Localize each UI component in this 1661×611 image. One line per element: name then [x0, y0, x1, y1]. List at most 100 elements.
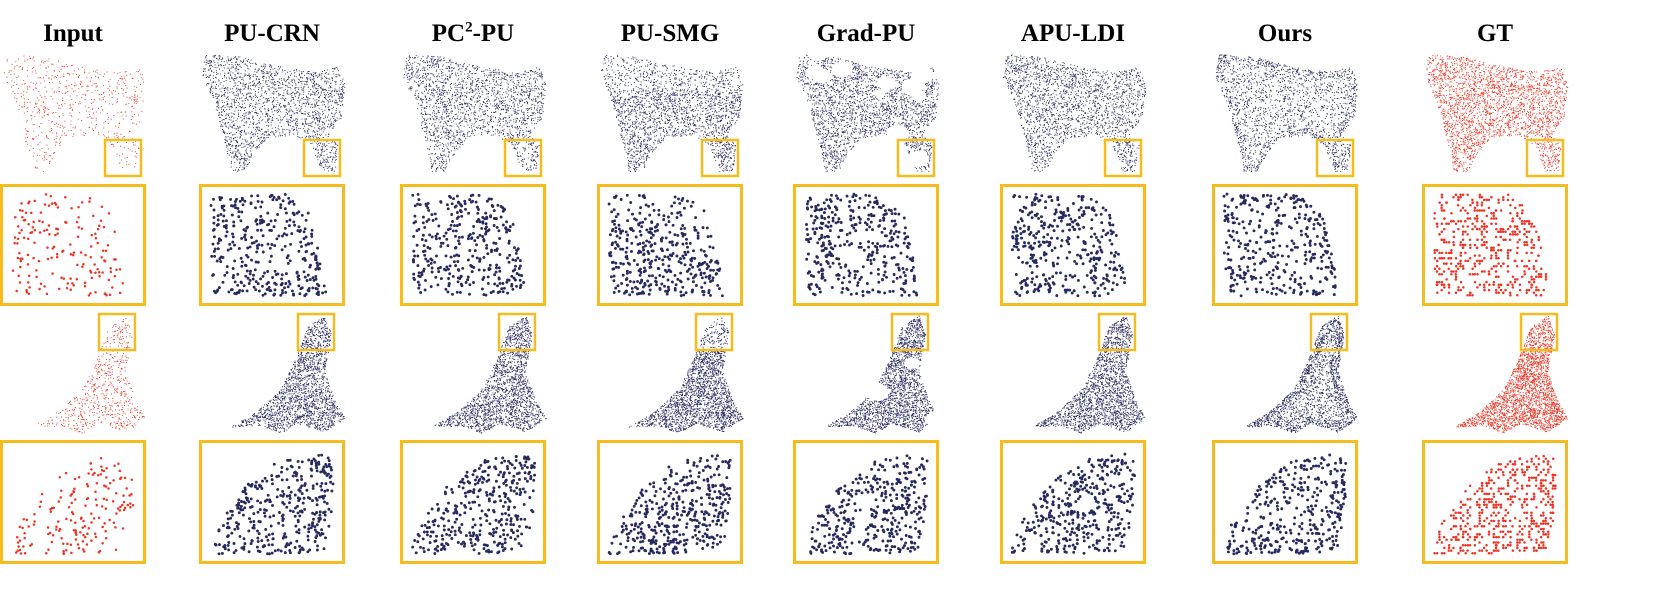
point: [279, 68, 281, 70]
point: [537, 79, 539, 81]
point: [331, 100, 333, 102]
point: [239, 127, 241, 129]
point: [513, 105, 515, 107]
point: [305, 99, 307, 101]
point: [333, 118, 335, 120]
point: [462, 88, 464, 90]
point: [295, 103, 297, 105]
point: [477, 100, 479, 103]
point: [263, 104, 265, 107]
point: [486, 80, 488, 82]
point: [447, 115, 450, 117]
point: [530, 77, 532, 79]
point: [254, 68, 256, 70]
point: [20, 93, 22, 95]
point: [323, 169, 326, 171]
point: [319, 94, 322, 96]
point: [412, 63, 414, 65]
point: [211, 82, 213, 84]
point: [119, 155, 121, 157]
point: [229, 106, 231, 108]
point: [214, 81, 216, 83]
point: [457, 115, 459, 117]
point: [311, 135, 313, 137]
point: [499, 94, 501, 96]
point: [34, 87, 36, 89]
point: [515, 131, 517, 133]
point: [71, 88, 73, 90]
point: [244, 63, 246, 65]
point: [406, 74, 408, 76]
point: [714, 111, 716, 113]
point: [471, 84, 473, 86]
point: [451, 135, 453, 137]
point: [251, 117, 254, 119]
point: [499, 123, 501, 125]
point: [90, 98, 93, 101]
point: [455, 130, 457, 132]
point: [314, 104, 316, 107]
point: [471, 76, 473, 79]
point: [460, 89, 462, 91]
point: [523, 119, 526, 121]
point: [270, 79, 272, 81]
point: [441, 89, 443, 91]
point: [339, 83, 341, 85]
point: [410, 74, 412, 76]
point: [312, 85, 314, 87]
point: [230, 160, 233, 162]
point: [317, 123, 319, 125]
point: [260, 137, 262, 139]
point: [239, 162, 241, 164]
point: [220, 106, 222, 109]
point: [328, 127, 330, 129]
point: [452, 116, 455, 118]
point: [274, 82, 276, 84]
point: [520, 74, 522, 76]
point: [56, 102, 58, 104]
point: [460, 95, 462, 97]
point: [310, 142, 312, 144]
point: [75, 84, 77, 86]
point: [488, 130, 490, 133]
point: [248, 144, 250, 146]
point: [220, 81, 222, 84]
point: [212, 75, 214, 77]
point: [730, 164, 732, 166]
point: [446, 93, 448, 95]
point: [531, 122, 533, 124]
point: [487, 131, 489, 133]
point: [439, 102, 441, 104]
point: [417, 83, 419, 85]
point: [424, 73, 427, 75]
point: [251, 81, 254, 83]
point: [530, 74, 532, 76]
point: [512, 102, 514, 104]
point: [522, 147, 524, 149]
point: [437, 95, 440, 98]
point: [80, 80, 82, 82]
point: [77, 76, 79, 78]
point: [307, 71, 310, 73]
point: [252, 105, 254, 107]
point: [228, 67, 230, 69]
point: [249, 61, 251, 63]
point: [435, 170, 437, 172]
point: [423, 119, 425, 121]
point: [521, 117, 523, 119]
point: [536, 72, 538, 74]
point: [252, 76, 254, 78]
point: [521, 109, 523, 111]
point: [275, 71, 277, 73]
point: [46, 137, 48, 139]
point: [289, 74, 292, 76]
point: [430, 57, 432, 59]
point: [248, 58, 250, 60]
point: [520, 100, 522, 102]
point: [439, 153, 441, 155]
point: [487, 132, 489, 134]
point: [493, 69, 495, 71]
point: [529, 115, 531, 117]
point: [279, 83, 281, 85]
point: [508, 105, 510, 107]
